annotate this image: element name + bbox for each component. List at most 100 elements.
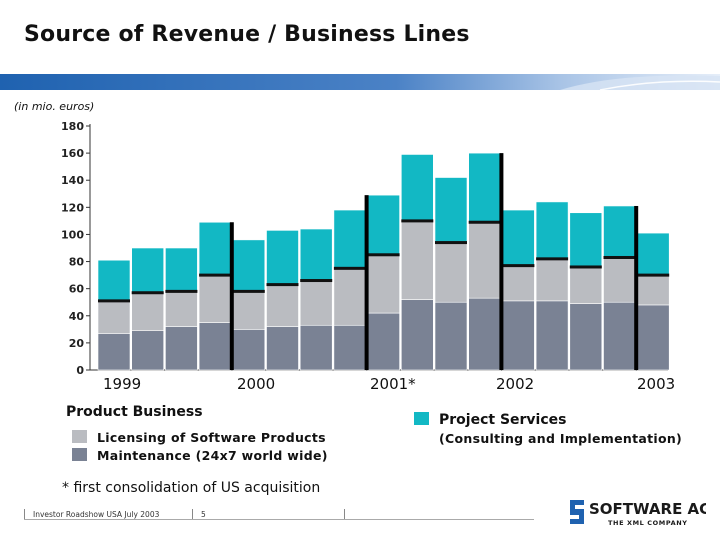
licensing-top-line <box>502 264 535 268</box>
bar-segment-licensing <box>502 265 535 302</box>
bar-segment-services <box>569 212 603 268</box>
licensing-top-line <box>131 291 164 295</box>
bar-segment-maintenance <box>165 326 198 371</box>
licensing-top-line <box>266 283 299 287</box>
y-tick-label: 60 <box>69 283 85 296</box>
licensing-top-line <box>367 253 400 257</box>
bar-segment-services <box>603 205 636 258</box>
bar-segment-licensing <box>434 242 468 303</box>
year-divider <box>364 195 369 370</box>
legend-services-swatch <box>414 412 429 425</box>
year-divider <box>229 222 234 370</box>
y-tick-label: 80 <box>69 256 85 269</box>
page-number: 5 <box>201 510 206 519</box>
licensing-top-line <box>401 219 434 223</box>
legend-licensing-label: Licensing of Software Products <box>97 430 326 445</box>
bar-segment-licensing <box>299 280 333 326</box>
licensing-top-line <box>468 220 501 224</box>
bar-segment-maintenance <box>569 303 603 371</box>
bar-segment-maintenance <box>400 299 434 371</box>
bar-segment-maintenance <box>367 312 400 371</box>
year-label-2000: 2000 <box>237 375 276 393</box>
bar-segment-licensing <box>400 220 434 300</box>
svg-text:SOFTWARE AG: SOFTWARE AG <box>589 500 706 518</box>
bar-segment-licensing <box>535 258 569 302</box>
y-tick-label: 40 <box>69 310 85 323</box>
year-divider <box>499 153 504 370</box>
bar-segment-maintenance <box>468 297 502 371</box>
bar-segment-services <box>434 177 468 243</box>
bar-segment-maintenance <box>333 324 367 371</box>
bar-segment-licensing <box>468 221 502 299</box>
bar-segment-maintenance <box>434 301 468 371</box>
revenue-stacked-bar-chart: 0 20 40 60 80 100 120 140 160 180 <box>61 120 670 377</box>
bar-segment-licensing <box>603 257 636 303</box>
bar-segment-maintenance <box>636 304 670 371</box>
licensing-top-line <box>536 257 569 261</box>
year-label-2002: 2002 <box>496 375 535 393</box>
y-tick-label: 160 <box>61 147 84 160</box>
bar-segment-services <box>400 154 434 222</box>
licensing-top-line <box>98 299 130 303</box>
bar-segment-services <box>535 201 569 260</box>
bar-segment-licensing <box>97 300 131 334</box>
bar-segment-maintenance <box>535 300 569 371</box>
footer-divider <box>192 509 193 519</box>
licensing-top-line <box>300 279 333 283</box>
licensing-top-line <box>165 289 198 293</box>
y-tick-label: 180 <box>61 120 84 133</box>
licensing-top-line <box>569 265 602 269</box>
bar-segment-services <box>165 247 198 292</box>
bar-segment-licensing <box>198 274 232 323</box>
bar-segment-maintenance <box>299 324 333 371</box>
legend-services-label: Project Services <box>439 412 567 428</box>
legend-licensing-swatch <box>72 430 87 443</box>
bar-segment-licensing <box>367 254 400 314</box>
licensing-top-line <box>333 266 366 270</box>
bar-segment-licensing <box>232 291 266 330</box>
bar-segment-maintenance <box>502 300 535 371</box>
bar-segment-services <box>232 239 266 292</box>
y-tick-label: 100 <box>61 228 84 241</box>
footnote: * first consolidation of US acquisition <box>62 480 321 496</box>
year-label-1999: 1999 <box>103 375 142 393</box>
bar-segment-services <box>636 232 670 276</box>
bar-segment-maintenance <box>131 330 164 371</box>
year-divider <box>634 205 639 370</box>
footer-divider <box>24 509 25 519</box>
bar-segment-services <box>97 259 131 302</box>
bar-segment-maintenance <box>97 333 131 371</box>
bar-segment-licensing <box>569 266 603 304</box>
y-tick-label: 20 <box>69 337 85 350</box>
licensing-top-line <box>199 273 232 277</box>
bar-segment-licensing <box>333 268 367 326</box>
legend-services-sublabel: (Consulting and Implementation) <box>439 431 683 446</box>
unit-label: (in mio. euros) <box>14 100 95 113</box>
licensing-top-line <box>232 289 265 293</box>
bar-segment-services <box>333 209 367 269</box>
slide-title: Source of Revenue / Business Lines <box>24 22 470 47</box>
bar-segment-licensing <box>636 274 670 306</box>
licensing-top-line <box>603 255 636 259</box>
bar-segment-services <box>502 209 535 266</box>
footer-text: Investor Roadshow USA July 2003 <box>33 510 160 519</box>
bar-segment-licensing <box>165 291 198 327</box>
svg-text:THE XML COMPANY: THE XML COMPANY <box>608 519 688 527</box>
bar-segment-licensing <box>131 292 164 331</box>
bar-segment-services <box>266 230 299 285</box>
bar-segment-services <box>299 228 333 281</box>
bar-segment-maintenance <box>232 329 266 371</box>
year-label-2001: 2001* <box>370 375 416 393</box>
bar-segment-services <box>468 152 502 223</box>
licensing-top-line <box>435 241 467 245</box>
header-band-decoration <box>0 74 720 90</box>
footer-divider <box>344 509 345 519</box>
legend-product-header: Product Business <box>66 404 203 420</box>
bar-segment-services <box>367 194 400 256</box>
bar-segment-maintenance <box>603 301 636 371</box>
legend-maintenance-label: Maintenance (24x7 world wide) <box>97 448 328 463</box>
software-ag-logo: SOFTWARE AG THE XML COMPANY <box>566 494 711 534</box>
bar-segment-maintenance <box>266 326 299 371</box>
y-tick-label: 120 <box>61 201 84 214</box>
legend-maintenance-swatch <box>72 448 87 461</box>
